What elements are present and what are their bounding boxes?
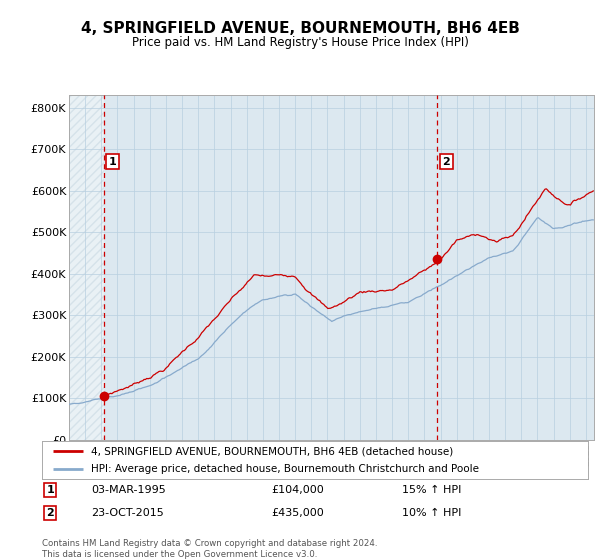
Text: Contains HM Land Registry data © Crown copyright and database right 2024.
This d: Contains HM Land Registry data © Crown c… [42, 539, 377, 559]
Text: 10% ↑ HPI: 10% ↑ HPI [403, 508, 462, 517]
Text: 2: 2 [46, 508, 54, 517]
Text: £435,000: £435,000 [271, 508, 324, 517]
Text: 4, SPRINGFIELD AVENUE, BOURNEMOUTH, BH6 4EB (detached house): 4, SPRINGFIELD AVENUE, BOURNEMOUTH, BH6 … [91, 446, 454, 456]
Text: 03-MAR-1995: 03-MAR-1995 [91, 485, 166, 495]
Text: 23-OCT-2015: 23-OCT-2015 [91, 508, 164, 517]
Bar [69, 95, 104, 440]
Text: 4, SPRINGFIELD AVENUE, BOURNEMOUTH, BH6 4EB: 4, SPRINGFIELD AVENUE, BOURNEMOUTH, BH6 … [80, 21, 520, 36]
Text: 1: 1 [109, 157, 116, 166]
Text: HPI: Average price, detached house, Bournemouth Christchurch and Poole: HPI: Average price, detached house, Bour… [91, 464, 479, 474]
Text: 1: 1 [46, 485, 54, 495]
Text: 15% ↑ HPI: 15% ↑ HPI [403, 485, 462, 495]
Text: Price paid vs. HM Land Registry's House Price Index (HPI): Price paid vs. HM Land Registry's House … [131, 36, 469, 49]
Text: £104,000: £104,000 [271, 485, 324, 495]
Text: 2: 2 [442, 157, 450, 166]
